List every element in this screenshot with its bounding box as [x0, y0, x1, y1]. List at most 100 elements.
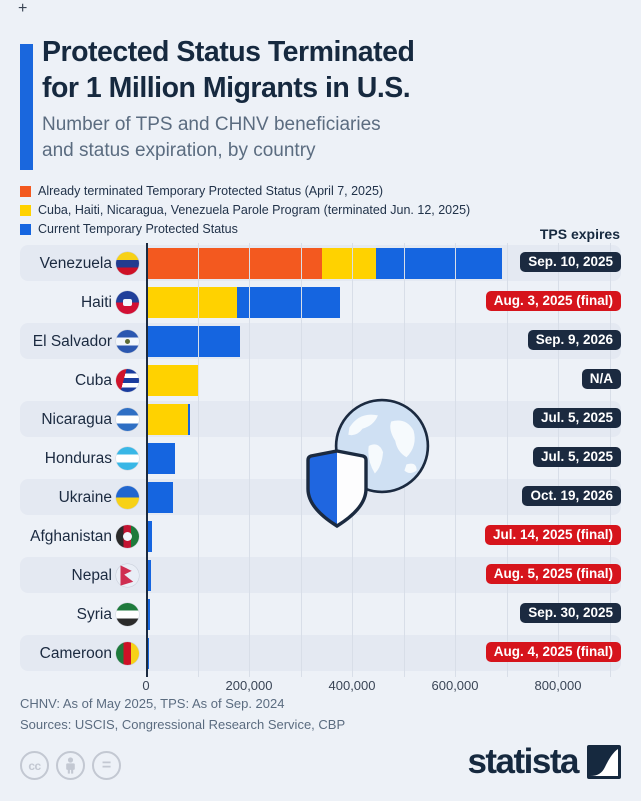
country-label: Nepal	[71, 567, 113, 584]
gridline	[506, 243, 508, 677]
country-bar	[147, 443, 176, 474]
sources-line: Sources: USCIS, Congressional Research S…	[20, 717, 346, 732]
license-icons[interactable]: cc =	[20, 751, 121, 780]
tps-expires-pill: Sep. 10, 2025	[520, 252, 621, 272]
statista-logo-text: statista	[467, 742, 579, 781]
subtitle-line-2: and status expiration, by country	[42, 140, 316, 162]
tps-expires-pill: Jul. 5, 2025	[532, 447, 621, 467]
flag-cuba-icon	[116, 369, 139, 392]
bar-segment	[188, 404, 191, 435]
page-title: Protected Status Terminated for 1 Millio…	[42, 35, 415, 107]
legend-label: Current Temporary Protected Status	[38, 222, 238, 236]
x-axis-labels: 0 200,000 400,000 600,000 800,000	[0, 678, 641, 694]
chart-row: Cameroon Aug. 4, 2025 (final)	[0, 634, 641, 673]
bar-segment	[147, 326, 240, 357]
chart-row: El Salvador Sep. 9, 2026	[0, 322, 641, 361]
chart-row: Syria Sep. 30, 2025	[0, 595, 641, 634]
country-bar	[147, 560, 152, 591]
flag-ukraine-icon	[116, 486, 139, 509]
country-bar	[147, 521, 153, 552]
bar-segment	[147, 404, 189, 435]
tps-expires-pill: Jul. 14, 2025 (final)	[484, 525, 621, 545]
country-label: Cameroon	[39, 645, 112, 662]
current-swatch-icon	[20, 223, 31, 235]
equals-icon[interactable]: =	[92, 751, 121, 780]
terminated-swatch-icon	[20, 185, 31, 197]
country-label: Ukraine	[58, 489, 112, 506]
tps-expires-pill: Sep. 30, 2025	[520, 603, 621, 623]
country-label: Syria	[76, 606, 112, 623]
country-bar	[147, 365, 199, 396]
bar-segment	[147, 365, 199, 396]
country-bar	[147, 287, 341, 318]
country-bar	[147, 599, 150, 630]
country-label: Haiti	[80, 294, 112, 311]
x-axis-tick-label: 800,000	[534, 678, 582, 693]
flag-nepal-icon	[116, 564, 139, 587]
flag-syria-icon	[116, 603, 139, 626]
bar-segment	[147, 443, 176, 474]
bar-segment	[147, 248, 323, 279]
title-line-1: Protected Status Terminated	[42, 36, 415, 68]
country-label: Honduras	[44, 450, 112, 467]
gridline	[300, 243, 302, 677]
x-axis-tick-label: 200,000	[225, 678, 273, 693]
country-label: Cuba	[74, 372, 112, 389]
title-accent-bar	[20, 44, 33, 170]
legend-label: Already terminated Temporary Protected S…	[38, 184, 384, 198]
flag-venezuela-icon	[116, 252, 139, 275]
chart-row: Honduras Jul. 5, 2025	[0, 439, 641, 478]
x-axis-tick-label: 0	[142, 678, 150, 693]
tps-expires-pill: N/A	[581, 369, 621, 389]
plus-mark-icon: +	[18, 0, 28, 17]
gridline	[197, 243, 199, 677]
tps-expires-pill: Oct. 19, 2026	[522, 486, 621, 506]
country-label: Venezuela	[39, 255, 112, 272]
country-label: Afghanistan	[30, 528, 112, 545]
flag-cameroon-icon	[116, 642, 139, 665]
legend-item-parole: Cuba, Haiti, Nicaragua, Venezuela Parole…	[20, 202, 470, 221]
chart-row: Venezuela Sep. 10, 2025	[0, 244, 641, 283]
tps-expires-pill: Jul. 5, 2025	[532, 408, 621, 428]
chart-row: Afghanistan Jul. 14, 2025 (final)	[0, 517, 641, 556]
footnote: CHNV: As of May 2025, TPS: As of Sep. 20…	[20, 696, 285, 711]
bar-segment	[322, 248, 377, 279]
tps-expires-pill: Aug. 4, 2025 (final)	[485, 642, 621, 662]
bar-segment	[147, 287, 238, 318]
page-subtitle: Number of TPS and CHNV beneficiaries and…	[42, 112, 381, 164]
x-axis-tick-label: 600,000	[431, 678, 479, 693]
legend-item-current: Current Temporary Protected Status	[20, 221, 470, 240]
bar-segment	[147, 599, 150, 630]
country-label: Nicaragua	[41, 411, 112, 428]
tps-expires-pill: Sep. 9, 2026	[527, 330, 621, 350]
tps-expires-pill: Aug. 5, 2025 (final)	[485, 564, 621, 584]
bar-segment	[147, 521, 153, 552]
subtitle-line-1: Number of TPS and CHNV beneficiaries	[42, 114, 381, 135]
country-label: El Salvador	[32, 333, 112, 350]
tps-expires-header: TPS expires	[539, 226, 620, 242]
legend-item-terminated: Already terminated Temporary Protected S…	[20, 183, 470, 202]
statista-logo-mark-icon	[587, 744, 621, 779]
chart-rows: Venezuela Sep. 10, 2025 Haiti Aug. 3, 20…	[0, 244, 641, 673]
chart-row: Cuba N/A	[0, 361, 641, 400]
flag-el-salvador-icon	[116, 330, 139, 353]
legend: Already terminated Temporary Protected S…	[20, 183, 470, 240]
bar-segment	[147, 482, 173, 513]
statista-logo[interactable]: statista	[467, 744, 621, 779]
axis-zero-line	[146, 243, 148, 677]
flag-nicaragua-icon	[116, 408, 139, 431]
country-bar	[147, 326, 240, 357]
bar-segment	[147, 560, 152, 591]
flag-afghanistan-icon	[116, 525, 139, 548]
cc-icon[interactable]: cc	[20, 751, 49, 780]
chart-row: Haiti Aug. 3, 2025 (final)	[0, 283, 641, 322]
tps-expires-pill: Aug. 3, 2025 (final)	[485, 291, 621, 311]
x-axis-tick-label: 400,000	[328, 678, 376, 693]
bar-segment	[376, 248, 503, 279]
parole-swatch-icon	[20, 204, 31, 216]
bar-chart: Venezuela Sep. 10, 2025 Haiti Aug. 3, 20…	[0, 243, 641, 679]
person-icon[interactable]	[56, 751, 85, 780]
shield-icon	[306, 449, 368, 529]
country-bar	[147, 404, 191, 435]
